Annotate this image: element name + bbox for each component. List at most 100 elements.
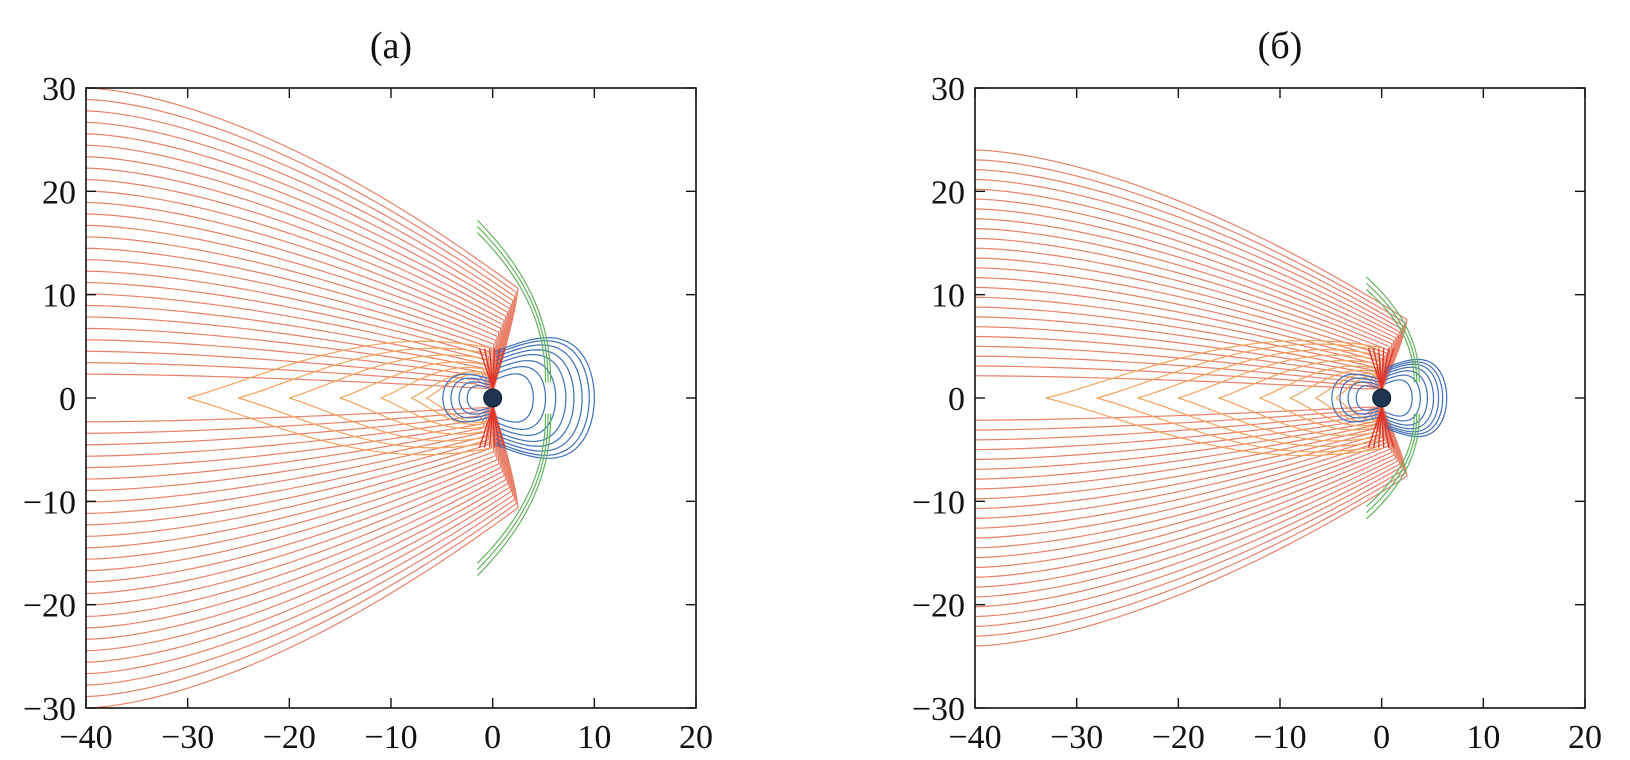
open-field-line — [86, 407, 519, 708]
y-tick-label: 10 — [42, 278, 76, 315]
nightside-inner-field-line — [458, 381, 490, 415]
open-field-line — [86, 407, 495, 549]
closed-tail-field-line — [1096, 343, 1382, 453]
open-field-line — [975, 407, 1384, 519]
x-tick-label: −40 — [948, 719, 1001, 756]
open-field-line — [975, 407, 1399, 598]
open-field-line — [86, 247, 495, 389]
y-tick-label: 10 — [931, 278, 965, 315]
open-field-line — [975, 407, 1404, 627]
dayside-field-line — [495, 349, 575, 447]
x-tick-label: 20 — [679, 719, 713, 756]
closed-tail-field-line — [410, 371, 493, 425]
planet-marker — [1372, 388, 1392, 408]
open-field-line — [86, 407, 498, 572]
open-field-line — [86, 407, 505, 618]
dayside-field-line — [1384, 363, 1440, 433]
closed-tail-field-line — [288, 354, 493, 442]
y-tick-label: −30 — [912, 691, 965, 728]
x-tick-label: 10 — [577, 719, 611, 756]
open-field-line — [86, 373, 494, 390]
closed-tail-field-line — [339, 361, 493, 435]
open-field-line — [86, 407, 496, 560]
open-field-line — [86, 213, 500, 389]
dayside-field-line — [495, 337, 595, 459]
x-tick-label: 0 — [1373, 719, 1390, 756]
closed-tail-field-line — [187, 340, 493, 456]
nightside-inner-field-line — [466, 385, 490, 411]
nightside-inner-field-line — [1355, 385, 1379, 411]
open-field-line — [86, 224, 498, 389]
open-field-line — [975, 407, 1389, 549]
x-tick-label: 0 — [484, 719, 501, 756]
y-tick-label: −10 — [912, 484, 965, 521]
open-field-line — [975, 375, 1383, 390]
open-field-line — [975, 169, 1404, 389]
open-field-line — [975, 407, 1385, 529]
cusp-field-line — [1380, 348, 1395, 389]
open-field-line — [86, 407, 516, 686]
open-field-line — [86, 236, 496, 389]
y-tick-label: 30 — [42, 71, 76, 108]
open-field-line — [975, 159, 1406, 389]
magnetopause-field-line — [1366, 282, 1418, 383]
open-field-line — [975, 407, 1393, 569]
open-field-line — [86, 407, 517, 698]
x-tick-label: −30 — [1050, 719, 1103, 756]
open-field-line — [86, 407, 495, 515]
cusp-field-line — [1380, 407, 1395, 448]
closed-tail-field-line — [1045, 339, 1382, 457]
dayside-field-line — [1384, 374, 1421, 422]
open-field-line — [975, 407, 1406, 637]
x-tick-label: −40 — [59, 719, 112, 756]
open-field-line — [975, 406, 1383, 421]
y-tick-label: −20 — [912, 588, 965, 625]
open-field-line — [975, 227, 1393, 389]
closed-tail-field-line — [1177, 354, 1382, 442]
open-field-line — [86, 406, 494, 423]
open-field-line — [975, 188, 1401, 389]
open-field-line — [975, 277, 1384, 389]
open-field-line — [86, 407, 510, 652]
x-tick-label: −30 — [161, 719, 214, 756]
open-field-line — [86, 121, 514, 389]
magnetopause-field-line — [1366, 413, 1415, 507]
open-field-line — [86, 98, 517, 389]
open-field-line — [86, 406, 494, 434]
dayside-field-line — [1384, 358, 1448, 438]
closed-tail-field-line — [1314, 373, 1382, 423]
magnetopause-field-line — [476, 413, 552, 577]
dayside-field-line — [495, 340, 590, 456]
dayside-field-line — [495, 373, 534, 423]
open-field-line — [86, 407, 507, 629]
open-field-line — [975, 247, 1389, 389]
dayside-field-line — [495, 366, 547, 430]
open-field-line — [975, 407, 1391, 559]
planet-marker — [483, 388, 503, 408]
open-field-line — [86, 178, 505, 389]
magnetopause-field-line — [1366, 413, 1418, 514]
magnetopause-field-line — [476, 413, 549, 570]
open-field-line — [975, 365, 1383, 390]
open-field-line — [975, 406, 1383, 431]
panel-title: (а) — [370, 25, 412, 67]
open-field-line — [86, 304, 495, 389]
open-field-line — [86, 110, 516, 389]
x-tick-label: −20 — [263, 719, 316, 756]
nightside-inner-field-line — [442, 373, 490, 423]
x-tick-label: −10 — [364, 719, 417, 756]
dayside-field-line — [495, 360, 557, 436]
open-field-line — [975, 237, 1391, 389]
closed-tail-field-line — [1259, 365, 1382, 431]
nightside-inner-field-line — [1331, 373, 1379, 423]
open-field-line — [975, 406, 1384, 470]
open-field-line — [975, 406, 1383, 441]
open-field-line — [86, 88, 519, 389]
magnetopause-field-line — [1366, 289, 1415, 383]
magnetopause-field-line — [476, 219, 552, 383]
magnetopause-field-line — [1366, 413, 1420, 520]
x-tick-label: −20 — [1152, 719, 1205, 756]
open-field-line — [86, 407, 503, 606]
open-field-line — [975, 326, 1384, 390]
